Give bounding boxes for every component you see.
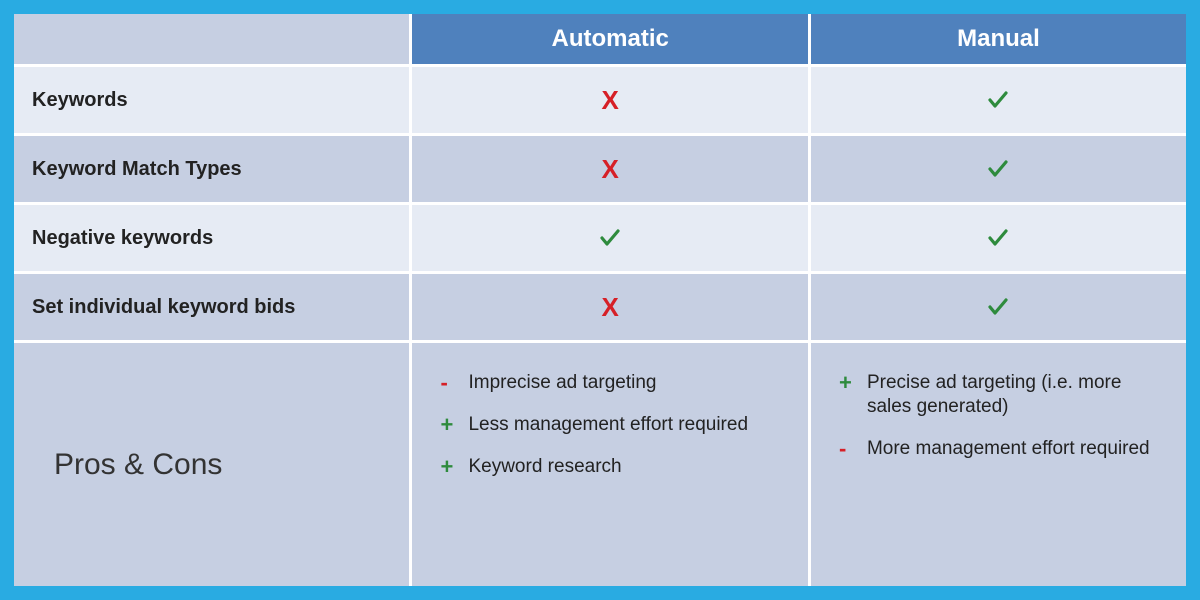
feature-automatic-cell: X: [412, 136, 810, 202]
table-header-row: Automatic Manual: [14, 14, 1186, 67]
feature-label: Negative keywords: [32, 227, 213, 250]
check-icon: [986, 226, 1010, 250]
minus-icon: -: [839, 438, 855, 460]
table-row: Keywords X: [14, 67, 1186, 136]
header-blank: [14, 14, 412, 64]
proscons-item: + Less management effort required: [440, 413, 779, 437]
check-icon: [986, 295, 1010, 319]
proscons-automatic-cell: -Imprecise ad targeting + Less management …: [412, 343, 810, 586]
feature-automatic-cell: X: [412, 67, 810, 133]
feature-manual-cell: [811, 274, 1186, 340]
header-manual-label: Manual: [957, 25, 1040, 53]
proscons-item: + Precise ad targeting (i.e. more sales g…: [839, 371, 1158, 419]
feature-automatic-cell: X: [412, 274, 810, 340]
check-icon: [598, 226, 622, 250]
header-manual: Manual: [811, 14, 1186, 64]
check-icon: [986, 157, 1010, 181]
feature-automatic-cell: [412, 205, 810, 271]
cross-icon: X: [602, 292, 619, 323]
header-automatic-label: Automatic: [552, 25, 669, 53]
proscons-row: Pros & Cons -Imprecise ad targeting+Less…: [14, 343, 1186, 586]
proscons-item-text: Keyword research: [468, 455, 621, 479]
table-row: Negative keywords: [14, 205, 1186, 274]
header-automatic: Automatic: [412, 14, 810, 64]
comparison-table: Automatic Manual KeywordsXKeyword Match …: [14, 14, 1186, 586]
feature-manual-cell: [811, 67, 1186, 133]
feature-label-cell: Negative keywords: [14, 205, 412, 271]
proscons-title-cell: Pros & Cons: [14, 343, 412, 586]
proscons-item-text: Imprecise ad targeting: [468, 371, 656, 395]
feature-manual-cell: [811, 136, 1186, 202]
table-row: Keyword Match Types X: [14, 136, 1186, 205]
proscons-manual-list: + Precise ad targeting (i.e. more sales g…: [829, 371, 1168, 460]
proscons-item: -More management effort required: [839, 437, 1158, 461]
plus-icon: +: [440, 414, 456, 436]
proscons-item: + Keyword research: [440, 455, 779, 479]
comparison-frame: Automatic Manual KeywordsXKeyword Match …: [14, 14, 1186, 586]
proscons-title: Pros & Cons: [54, 448, 222, 482]
proscons-automatic-list: -Imprecise ad targeting + Less management …: [430, 371, 789, 478]
minus-icon: -: [440, 372, 456, 394]
proscons-item-text: Precise ad targeting (i.e. more sales ge…: [867, 371, 1158, 419]
feature-label-cell: Set individual keyword bids: [14, 274, 412, 340]
feature-label: Keywords: [32, 89, 128, 112]
feature-label-cell: Keyword Match Types: [14, 136, 412, 202]
feature-label-cell: Keywords: [14, 67, 412, 133]
plus-icon: +: [440, 456, 456, 478]
proscons-item-text: Less management effort required: [468, 413, 748, 437]
cross-icon: X: [602, 85, 619, 116]
table-row: Set individual keyword bids X: [14, 274, 1186, 343]
feature-label: Set individual keyword bids: [32, 296, 295, 319]
proscons-item-text: More management effort required: [867, 437, 1150, 461]
plus-icon: +: [839, 372, 855, 394]
cross-icon: X: [602, 154, 619, 185]
proscons-manual-cell: + Precise ad targeting (i.e. more sales g…: [811, 343, 1186, 586]
check-icon: [986, 88, 1010, 112]
feature-label: Keyword Match Types: [32, 158, 242, 181]
proscons-item: -Imprecise ad targeting: [440, 371, 779, 395]
feature-manual-cell: [811, 205, 1186, 271]
